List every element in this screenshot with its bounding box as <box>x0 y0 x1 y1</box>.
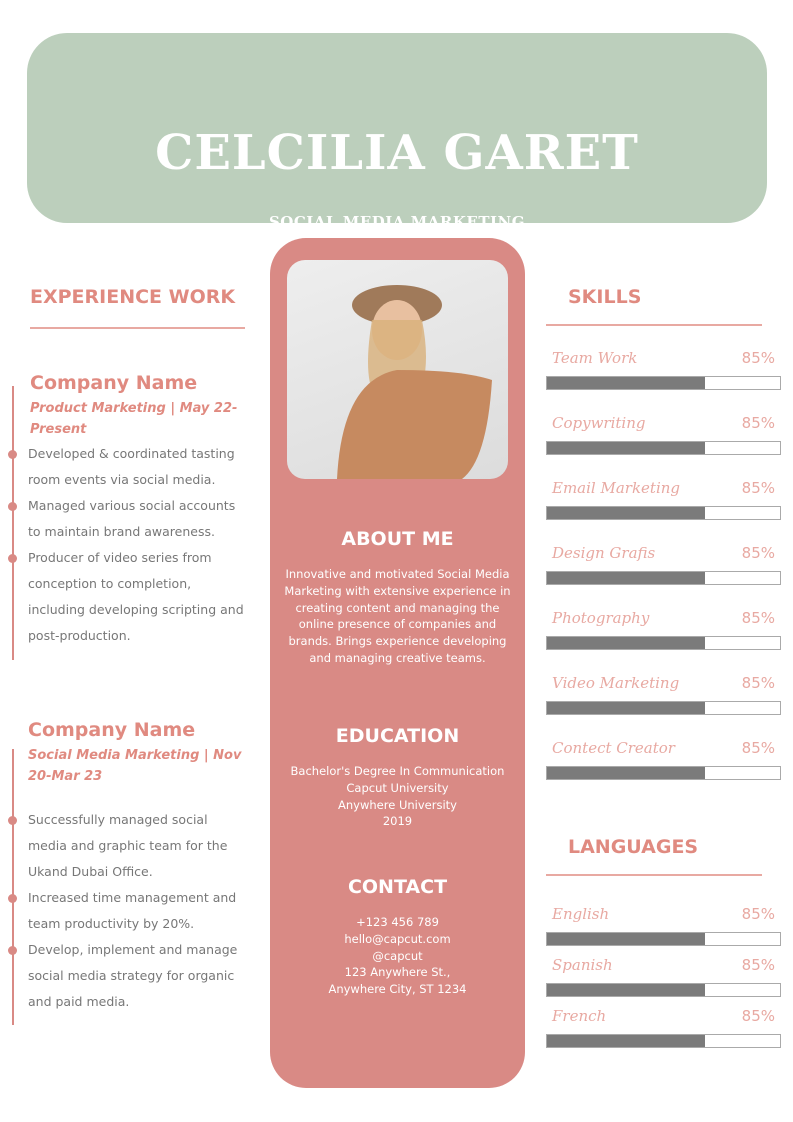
job-2: Company Name Social Media Marketing | No… <box>0 719 270 1029</box>
bullet-dot-icon <box>8 946 17 955</box>
progress-bar <box>546 376 781 390</box>
progress-bar <box>546 441 781 455</box>
progress-bar <box>546 766 781 780</box>
progress-fill <box>547 933 706 945</box>
progress-fill <box>547 1035 706 1047</box>
item-label: Email Marketing <box>552 479 681 497</box>
item-percent: 85% <box>741 674 775 692</box>
item-percent: 85% <box>741 349 775 367</box>
bullet-dot-icon <box>8 502 17 511</box>
education-details: Bachelor's Degree In Communication Capcu… <box>282 763 513 830</box>
item-percent: 85% <box>741 956 775 974</box>
job-position: Product Marketing | May 22-Present <box>30 401 238 437</box>
progress-fill <box>547 442 706 454</box>
item-percent: 85% <box>741 905 775 923</box>
progress-fill <box>547 377 706 389</box>
bullet-dot-icon <box>8 554 17 563</box>
phone: +123 456 789 <box>356 915 439 929</box>
progress-fill <box>547 507 706 519</box>
item-percent: 85% <box>741 414 775 432</box>
social-handle: @capcut <box>372 948 423 963</box>
address-line-1: 123 Anywhere St., <box>344 965 451 980</box>
job-1: Company Name Product Marketing | May 22-… <box>0 372 270 662</box>
middle-column: ABOUT ME Innovative and motivated Social… <box>270 238 525 1088</box>
item-percent: 85% <box>741 1007 775 1025</box>
job-bullet: Develop, implement and manage social med… <box>28 942 238 1009</box>
progress-bar <box>546 636 781 650</box>
job-bullet: Successfully managed social media and gr… <box>28 812 228 879</box>
progress-bar <box>546 701 781 715</box>
progress-bar <box>546 571 781 585</box>
item-label: Copywriting <box>552 414 646 432</box>
address-line-2: Anywhere City, ST 1234 <box>328 982 467 997</box>
job-bullet: Managed various social accounts to maint… <box>28 498 236 539</box>
item-percent: 85% <box>741 739 775 757</box>
company-name: Company Name <box>28 719 196 741</box>
job-bullet: Increased time management and team produ… <box>28 890 237 931</box>
full-name: CELCILIA GARET <box>155 125 639 181</box>
email: hello@capcut.com <box>344 931 451 946</box>
timeline-line <box>12 386 14 660</box>
education-title: EDUCATION <box>335 725 460 747</box>
progress-fill <box>547 767 706 779</box>
progress-bar <box>546 506 781 520</box>
item-label: Video Marketing <box>552 674 680 692</box>
contact-details: +123 456 789 hello@capcut.com @capcut 12… <box>282 914 513 998</box>
item-label: Spanish <box>552 956 613 974</box>
progress-fill <box>547 984 706 996</box>
bullet-dot-icon <box>8 450 17 459</box>
languages-title: LANGUAGES <box>568 836 699 858</box>
divider <box>546 324 762 326</box>
timeline-line <box>12 749 14 1025</box>
bullet-dot-icon <box>8 894 17 903</box>
item-label: Team Work <box>552 349 638 367</box>
progress-fill <box>547 572 706 584</box>
divider <box>546 874 762 876</box>
item-percent: 85% <box>741 609 775 627</box>
job-role: SOCIAL MEDIA MARKETING <box>268 213 526 231</box>
school: Capcut University <box>346 780 449 795</box>
about-title: ABOUT ME <box>341 528 454 550</box>
job-position: Social Media Marketing | Nov 20-Mar 23 <box>28 748 242 784</box>
header-banner: CELCILIA GARET SOCIAL MEDIA MARKETING <box>27 33 767 231</box>
item-label: Photography <box>552 609 650 627</box>
progress-fill <box>547 702 706 714</box>
progress-bar <box>546 932 781 946</box>
bullet-dot-icon <box>8 816 17 825</box>
about-text: Innovative and motivated Social Media Ma… <box>284 567 511 665</box>
year: 2019 <box>382 814 413 829</box>
progress-bar <box>546 1034 781 1048</box>
degree: Bachelor's Degree In Communication <box>290 764 505 778</box>
item-label: Design Grafis <box>552 544 656 562</box>
university: Anywhere University <box>338 797 457 812</box>
item-percent: 85% <box>741 544 775 562</box>
experience-title: EXPERIENCE WORK <box>30 286 236 308</box>
job-bullet: Producer of video series from conception… <box>28 550 244 643</box>
item-label: English <box>552 905 610 923</box>
company-name: Company Name <box>30 372 198 394</box>
contact-title: CONTACT <box>347 876 448 898</box>
progress-bar <box>546 983 781 997</box>
item-label: Contect Creator <box>552 739 675 757</box>
item-label: French <box>552 1007 607 1025</box>
skills-title: SKILLS <box>568 286 642 308</box>
item-percent: 85% <box>741 479 775 497</box>
divider <box>30 327 245 329</box>
job-bullet: Developed & coordinated tasting room eve… <box>28 446 235 487</box>
profile-photo <box>287 260 508 479</box>
progress-fill <box>547 637 706 649</box>
